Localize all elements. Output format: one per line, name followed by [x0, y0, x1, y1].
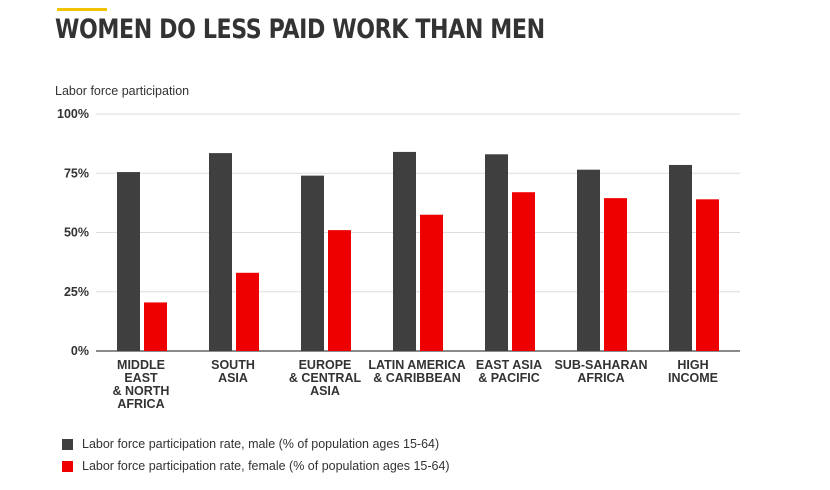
legend-label-female: Labor force participation rate, female (… [82, 459, 450, 473]
legend-label-male: Labor force participation rate, male (% … [82, 437, 440, 451]
x-tick-label: SOUTH ASIA [211, 358, 255, 385]
bar-female [236, 272, 259, 351]
legend: Labor force participation rate, male (% … [62, 433, 450, 477]
x-tick-label: HIGH INCOME [668, 358, 718, 385]
bar-male [485, 154, 508, 351]
bar-male [209, 153, 232, 351]
x-tick-label: EAST ASIA & PACIFIC [476, 358, 542, 385]
x-tick-label: MIDDLE EAST & NORTH AFRICA [113, 358, 170, 411]
bar-female [512, 192, 535, 351]
bar-male [393, 151, 416, 351]
y-tick-label: 100% [57, 107, 89, 121]
bar-male [301, 175, 324, 351]
bar-chart: 0% 25% 50% 75% 100% MIDDLE EAST & NORTH AFRICA SO… [57, 107, 740, 411]
legend-item-female: Labor force participation rate, female (… [62, 455, 450, 477]
x-tick-label: SUB-SAHARAN AFRICA [554, 358, 647, 385]
y-tick-label: 0% [71, 344, 89, 358]
y-tick-label: 25% [64, 285, 89, 299]
y-tick-label: 50% [64, 226, 89, 240]
legend-item-male: Labor force participation rate, male (% … [62, 433, 450, 455]
bar-female [696, 199, 719, 351]
x-tick-label: EUROPE & CENTRAL ASIA [289, 358, 362, 398]
y-tick-label: 75% [64, 166, 89, 180]
bar-female [144, 302, 167, 351]
title-accent-bar [57, 8, 107, 11]
legend-swatch-female [62, 460, 73, 472]
bar-male [117, 172, 140, 351]
legend-swatch-male [62, 438, 73, 450]
bar-male [577, 169, 600, 351]
bar-female [604, 198, 627, 351]
bar-female [328, 230, 351, 351]
y-axis-label: Labor force participation [55, 84, 190, 98]
bar-male [669, 164, 692, 351]
bar-female [420, 214, 443, 351]
x-tick-label: LATIN AMERICA & CARIBBEAN [368, 358, 465, 385]
chart-title: WOMEN DO LESS PAID WORK THAN MEN [55, 14, 545, 45]
